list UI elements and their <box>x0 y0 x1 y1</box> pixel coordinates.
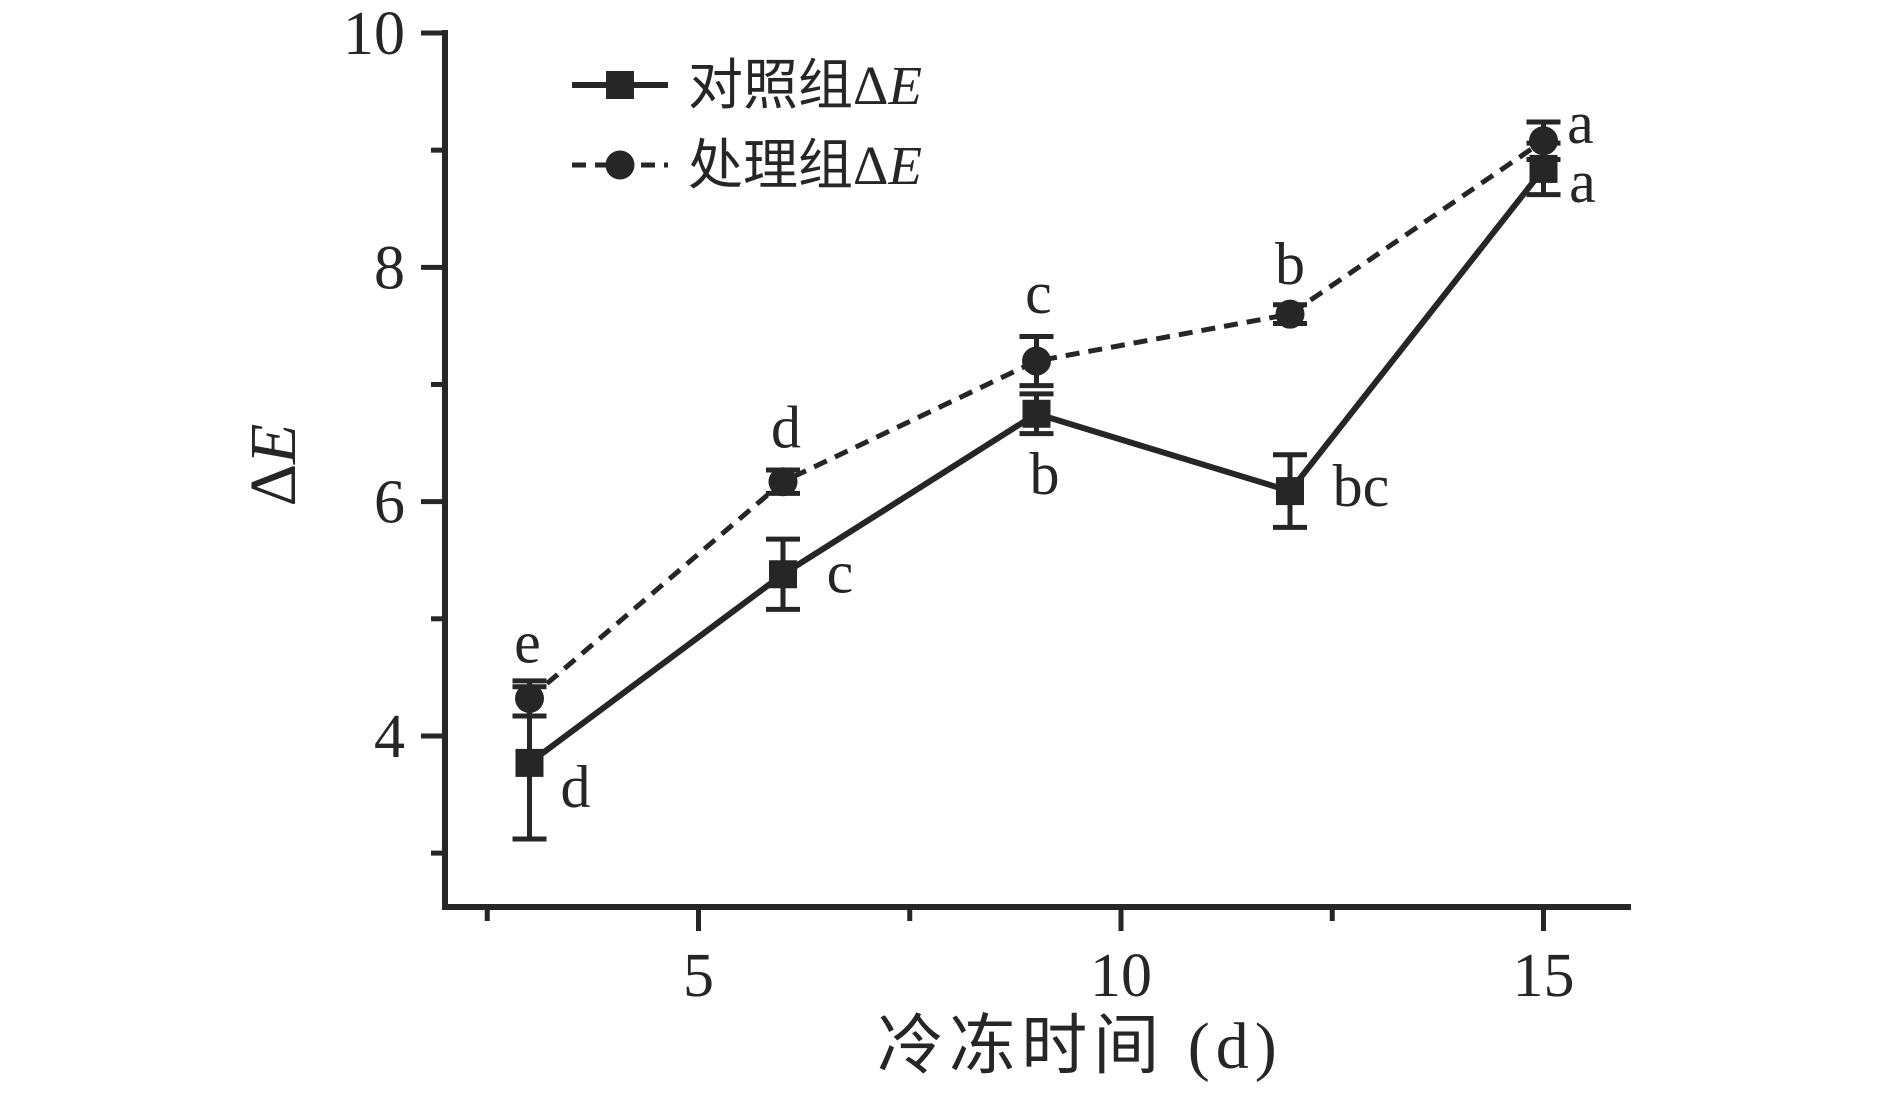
marker-square <box>1276 477 1304 506</box>
legend-item-treatment: 处理组ΔE <box>572 135 922 196</box>
y-axis-title: ΔE <box>237 424 310 507</box>
series-treatment: e d c b a <box>512 90 1594 719</box>
point-letter: c <box>827 539 854 605</box>
legend-marker-square-icon <box>606 71 634 99</box>
tick-labels: 4 6 8 10 5 10 15 <box>343 0 1575 1010</box>
label-E-italic: E <box>237 424 310 465</box>
marker-circle <box>1022 346 1051 376</box>
y-tick-label: 8 <box>374 234 405 302</box>
legend-marker-circle-icon <box>605 150 635 180</box>
y-tick-label: 6 <box>374 469 405 537</box>
legend-item-label: 处理组ΔE <box>688 135 922 196</box>
x-tick-label: 10 <box>1090 942 1152 1010</box>
label-prefix: Δ <box>237 464 310 506</box>
point-letter: d <box>771 395 801 461</box>
marker-square <box>769 560 797 589</box>
series-line-dashed <box>527 138 1545 701</box>
axis-ticks <box>421 30 1546 931</box>
x-axis-title: 冷冻时间 (d) <box>877 1010 1282 1083</box>
x-tick-label: 5 <box>683 942 714 1010</box>
point-letter: a <box>1569 149 1596 215</box>
label-E-italic: E <box>887 55 922 116</box>
y-tick-label: 4 <box>374 703 405 771</box>
label-prefix: 处理组Δ <box>688 135 888 196</box>
series-markers <box>515 126 1558 713</box>
marker-circle <box>768 467 798 497</box>
marker-square <box>515 748 544 777</box>
axes <box>442 30 1631 910</box>
marker-square <box>1022 399 1051 428</box>
series-control: dcb bca <box>512 140 1596 842</box>
point-letter: a <box>1567 90 1594 156</box>
y-tick-label: 10 <box>343 0 405 68</box>
marker-circle <box>1529 126 1558 156</box>
x-tick-label: 15 <box>1513 942 1575 1010</box>
point-letter: b <box>1030 441 1060 507</box>
legend-item-control: 对照组ΔE <box>572 55 922 116</box>
point-letter: bc <box>1333 453 1390 519</box>
legend-item-label: 对照组ΔE <box>688 55 922 116</box>
series-markers <box>515 154 1558 777</box>
point-labels: dcb bca <box>561 149 1596 820</box>
marker-circle <box>515 683 544 713</box>
point-letter: b <box>1275 231 1305 297</box>
label-prefix: 对照组Δ <box>688 55 888 116</box>
label-E-italic: E <box>887 135 922 196</box>
point-letter: e <box>514 609 541 675</box>
point-letter: d <box>561 754 591 820</box>
point-letter: c <box>1025 260 1052 326</box>
marker-circle <box>1275 299 1305 329</box>
point-labels: e d c b a <box>514 90 1594 676</box>
